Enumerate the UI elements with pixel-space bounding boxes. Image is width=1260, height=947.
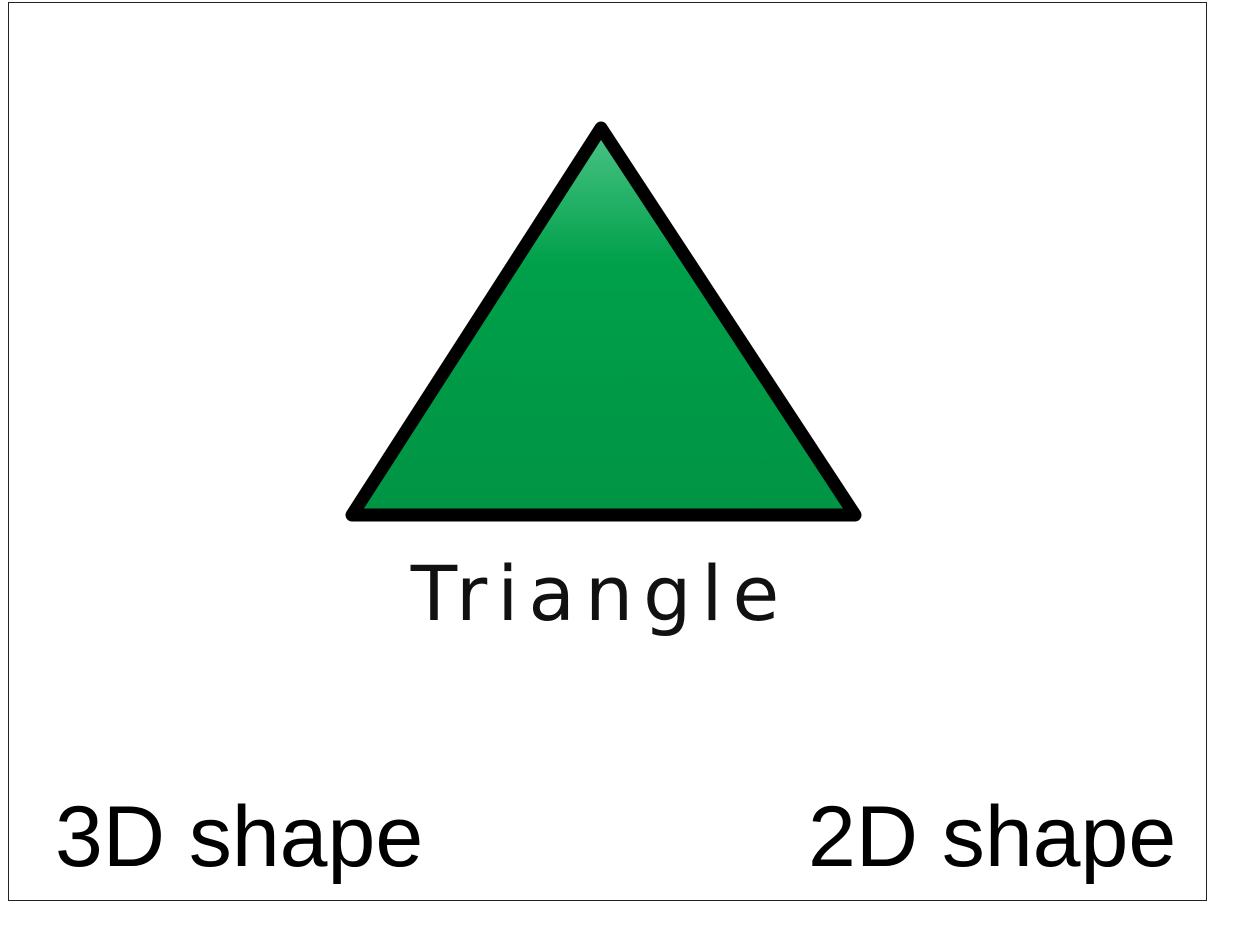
answer-2d-shape[interactable]: 2D shape	[808, 789, 1177, 885]
answer-3d-shape[interactable]: 3D shape	[55, 789, 424, 885]
shape-name-label: Triangle	[410, 549, 790, 638]
triangle-shape	[345, 121, 862, 522]
